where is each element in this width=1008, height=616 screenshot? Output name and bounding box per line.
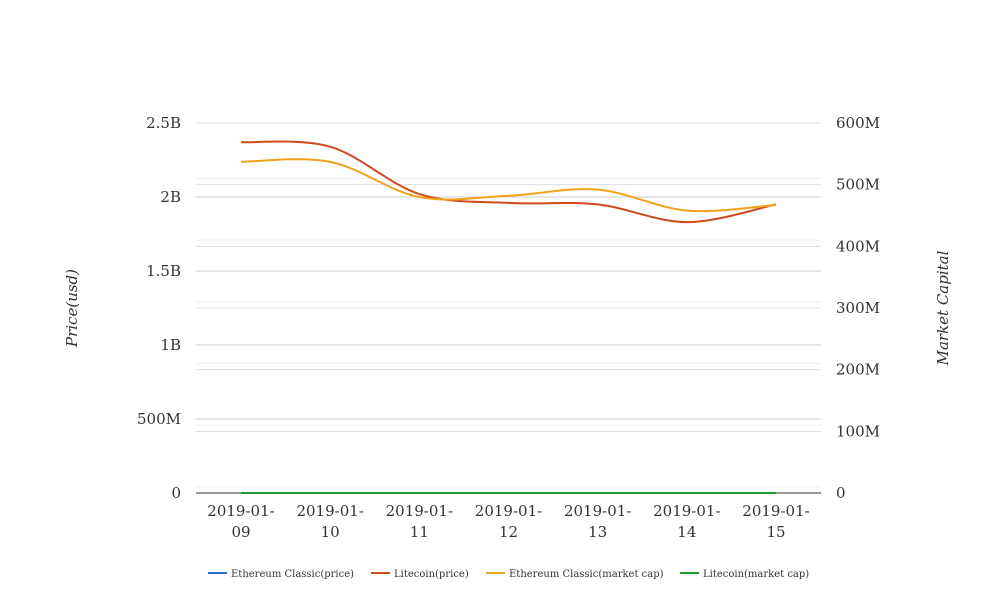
right-tick-label: 200M <box>836 361 880 379</box>
left-tick-label: 1.5B <box>146 262 181 280</box>
right-tick-label: 400M <box>836 237 880 255</box>
grid-lines <box>196 122 821 494</box>
legend-label-litecoin-market-cap: Litecoin(market cap) <box>703 569 809 580</box>
x-tick-label-line: 15 <box>766 523 785 541</box>
left-tick-label: 0 <box>171 484 181 502</box>
x-tick-label-line: 11 <box>410 523 429 541</box>
x-tick-label-line: 2019-01- <box>296 502 363 520</box>
legend-label-ethereum-classic-market-cap: Ethereum Classic(market cap) <box>509 569 664 580</box>
right-tick-label: 100M <box>836 422 880 440</box>
x-tick-label: 2019-01- 09 <box>207 502 274 541</box>
series-lines <box>240 140 777 495</box>
left-axis-title: Price(usd) <box>63 269 81 348</box>
x-tick-label: 2019-01- 13 <box>564 502 631 541</box>
right-tick-label: 500M <box>836 176 880 194</box>
left-tick-label: 500M <box>137 410 181 428</box>
left-tick-label: 1B <box>160 336 181 354</box>
left-tick-label: 2.5B <box>146 114 181 132</box>
x-tick-label-line: 2019-01- <box>207 502 274 520</box>
x-tick-label-line: 2019-01- <box>475 502 542 520</box>
series-line-ethereum-classic-market-cap <box>240 158 777 213</box>
legend-label-ethereum-classic-price: Ethereum Classic(price) <box>231 569 354 580</box>
x-axis: 2019-01- 09 2019-01- 10 2019-01- 11 2019-01- 12… <box>207 502 809 541</box>
x-tick-label-line: 09 <box>231 523 250 541</box>
series-line-litecoin-price <box>240 140 777 224</box>
x-tick-label: 2019-01- 15 <box>742 502 809 541</box>
x-tick-label: 2019-01- 12 <box>475 502 542 541</box>
right-tick-label: 0 <box>836 484 846 502</box>
right-y-axis: 0 100M 200M 300M 400M 500M 600M <box>836 114 880 502</box>
x-tick-label: 2019-01- 14 <box>653 502 720 541</box>
x-tick-label: 2019-01- 11 <box>386 502 453 541</box>
x-tick-label: 2019-01- 10 <box>296 502 363 541</box>
x-tick-label-line: 13 <box>588 523 607 541</box>
legend-label-litecoin-price: Litecoin(price) <box>394 569 469 580</box>
x-tick-label-line: 2019-01- <box>386 502 453 520</box>
left-tick-label: 2B <box>160 188 181 206</box>
right-axis-title: Market Capital <box>934 250 952 366</box>
legend: Ethereum Classic(price) Litecoin(price) Et… <box>208 569 809 580</box>
x-tick-label-line: 2019-01- <box>742 502 809 520</box>
x-tick-label-line: 2019-01- <box>564 502 631 520</box>
x-tick-label-line: 10 <box>321 523 340 541</box>
x-tick-label-line: 14 <box>677 523 696 541</box>
right-tick-label: 600M <box>836 114 880 132</box>
x-tick-label-line: 12 <box>499 523 518 541</box>
right-tick-label: 300M <box>836 299 880 317</box>
left-y-axis: 0 500M 1B 1.5B 2B 2.5B <box>137 114 181 502</box>
x-tick-label-line: 2019-01- <box>653 502 720 520</box>
